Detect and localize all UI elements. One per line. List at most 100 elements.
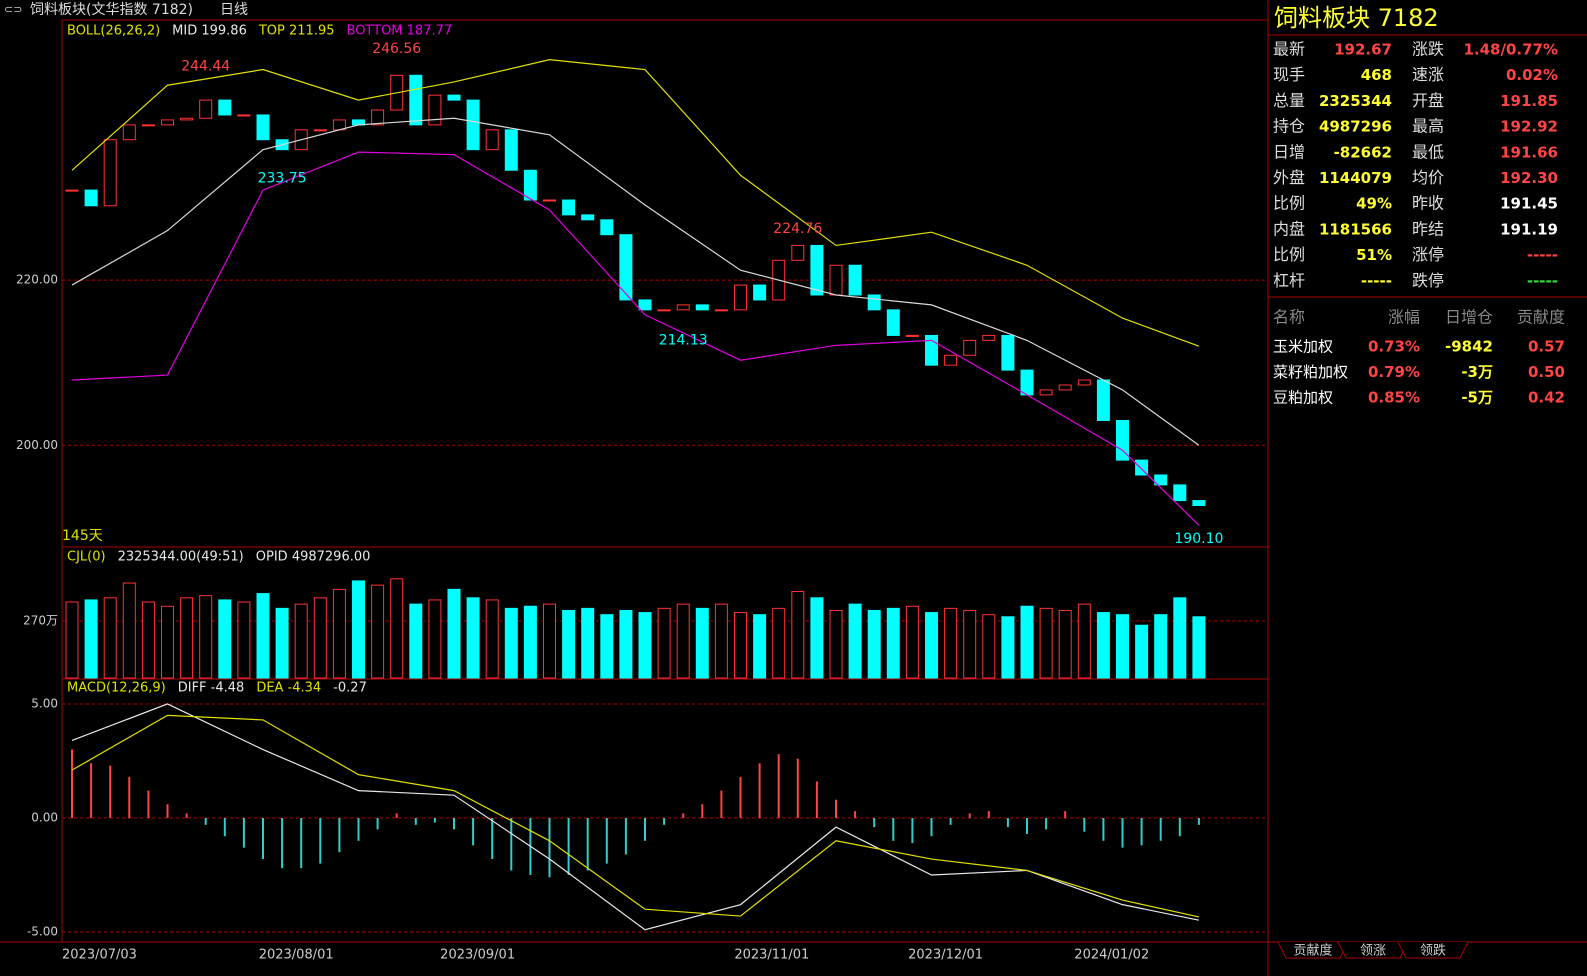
quote-label: 现手 xyxy=(1273,65,1305,84)
quote-value: 4987296 xyxy=(1319,118,1392,136)
candle xyxy=(791,244,805,261)
candle xyxy=(466,99,480,151)
quote-label: 均价 xyxy=(1412,168,1444,187)
x-tick-label: 2024/01/02 xyxy=(1074,948,1149,963)
price-annotation: 233.75 xyxy=(258,171,307,187)
y-tick-label: 200.00 xyxy=(16,438,58,452)
quote-label: 跌停 xyxy=(1412,271,1444,290)
tab[interactable]: 贡献度 xyxy=(1293,943,1332,959)
quote-label: 涨跌 xyxy=(1412,40,1444,59)
quote-value: 191.85 xyxy=(1500,92,1558,110)
price-annotation: 224.76 xyxy=(773,221,822,237)
candle xyxy=(734,284,747,311)
volume-bar xyxy=(657,607,671,679)
volume-bar xyxy=(1135,624,1149,679)
table-cell: 0.42 xyxy=(1528,389,1565,407)
volume-bar xyxy=(772,607,786,679)
volume-bar xyxy=(504,607,518,679)
boll-line xyxy=(71,117,1200,446)
candle xyxy=(1116,419,1129,461)
quote-value: 468 xyxy=(1361,66,1392,84)
candle xyxy=(141,124,155,127)
candle xyxy=(657,309,671,312)
quote-label: 比例 xyxy=(1273,245,1305,264)
quote-label: 开盘 xyxy=(1412,91,1444,110)
quote-value: -82662 xyxy=(1334,143,1392,161)
volume-bar xyxy=(1039,607,1053,679)
volume-bar xyxy=(581,607,595,679)
quote-value: 1144079 xyxy=(1319,169,1392,187)
quote-value: 49% xyxy=(1356,195,1392,213)
quote-value: ----- xyxy=(1527,246,1558,264)
volume-bar xyxy=(753,614,767,679)
volume-bar xyxy=(1058,609,1072,679)
macd-line xyxy=(71,714,1200,918)
volume-bar xyxy=(294,603,308,679)
candle xyxy=(543,199,556,202)
volume-bar xyxy=(1020,605,1034,679)
tab[interactable]: 领涨 xyxy=(1360,944,1386,959)
quote-value: 51% xyxy=(1356,246,1392,264)
table-cell: 菜籽粕加权 xyxy=(1273,363,1348,381)
candle xyxy=(199,99,213,119)
quote-value: 191.19 xyxy=(1500,220,1558,238)
quote-value: 1181566 xyxy=(1319,220,1392,238)
quote-label: 持仓 xyxy=(1273,117,1305,136)
volume-bar xyxy=(963,609,977,679)
candle xyxy=(65,189,79,192)
candle xyxy=(581,214,595,221)
table-cell: 0.79% xyxy=(1368,363,1420,381)
volume-bar xyxy=(734,612,747,679)
volume-bar xyxy=(409,603,423,679)
volume-bar xyxy=(1154,614,1168,679)
indicator-label: BOLL(26,26,2) xyxy=(67,24,160,39)
table-cell: 0.73% xyxy=(1368,338,1420,356)
volume-bar xyxy=(237,601,251,679)
candle xyxy=(848,264,862,296)
quote-value: 192.92 xyxy=(1500,118,1558,136)
quote-label: 速涨 xyxy=(1412,65,1444,84)
boll-line xyxy=(71,151,1200,526)
indicator-label: MACD(12,26,9) xyxy=(67,681,166,696)
volume-bar xyxy=(676,603,690,679)
candle xyxy=(1039,389,1053,396)
candle xyxy=(867,294,881,311)
period-selector[interactable]: 日线 xyxy=(220,2,248,18)
quote-value: 1.48/0.77% xyxy=(1463,41,1558,59)
quote-label: 昨收 xyxy=(1412,194,1444,213)
price-annotation: 244.44 xyxy=(181,58,230,74)
tab-shape[interactable] xyxy=(1397,941,1469,959)
x-tick-label: 2023/11/01 xyxy=(734,948,809,963)
volume-bar xyxy=(275,607,289,679)
candle xyxy=(523,169,537,201)
candle xyxy=(84,189,98,207)
boll-line xyxy=(71,59,1200,347)
candle xyxy=(122,124,136,141)
candle xyxy=(409,74,423,126)
quote-label: 涨停 xyxy=(1412,245,1444,264)
quote-label: 昨结 xyxy=(1412,219,1444,238)
volume-bar xyxy=(714,603,728,679)
x-tick-label: 2023/07/03 xyxy=(62,948,137,963)
volume-bar xyxy=(199,595,213,679)
quote-value: 0.02% xyxy=(1506,66,1558,84)
candle xyxy=(504,129,518,171)
table-header: 名称 xyxy=(1273,308,1305,327)
volume-bar xyxy=(848,603,862,679)
volume-bar xyxy=(867,609,881,679)
volume-bar xyxy=(428,599,442,679)
indicator-label: TOP 211.95 xyxy=(258,24,335,39)
tab[interactable]: 领跌 xyxy=(1420,943,1446,959)
volume-bar xyxy=(886,607,900,679)
quote-value: ----- xyxy=(1361,272,1392,290)
volume-bar xyxy=(447,588,461,679)
candle xyxy=(447,94,461,101)
table-cell: 0.57 xyxy=(1528,338,1565,356)
quote-label: 内盘 xyxy=(1273,219,1305,238)
quote-label: 最低 xyxy=(1412,142,1444,161)
volume-bar xyxy=(65,601,79,679)
candle xyxy=(905,334,919,337)
candle xyxy=(944,354,958,366)
indicator-label: 2325344.00(49:51) xyxy=(118,550,244,565)
